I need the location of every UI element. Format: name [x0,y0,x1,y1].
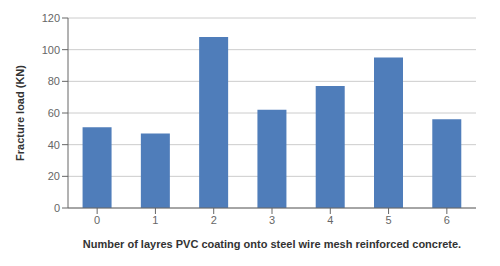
svg-text:20: 20 [48,170,60,182]
svg-text:80: 80 [48,75,60,87]
svg-text:3: 3 [269,214,275,226]
svg-text:60: 60 [48,107,60,119]
svg-text:100: 100 [42,44,60,56]
svg-text:4: 4 [327,214,333,226]
svg-text:40: 40 [48,139,60,151]
svg-text:Number of layres PVC coating o: Number of layres PVC coating onto steel … [83,238,461,250]
svg-text:2: 2 [211,214,217,226]
svg-text:5: 5 [386,214,392,226]
svg-text:Fracture load (KN): Fracture load (KN) [14,65,26,161]
svg-text:0: 0 [94,214,100,226]
svg-text:6: 6 [444,214,450,226]
svg-text:1: 1 [152,214,158,226]
svg-text:0: 0 [54,202,60,214]
svg-text:120: 120 [42,12,60,24]
